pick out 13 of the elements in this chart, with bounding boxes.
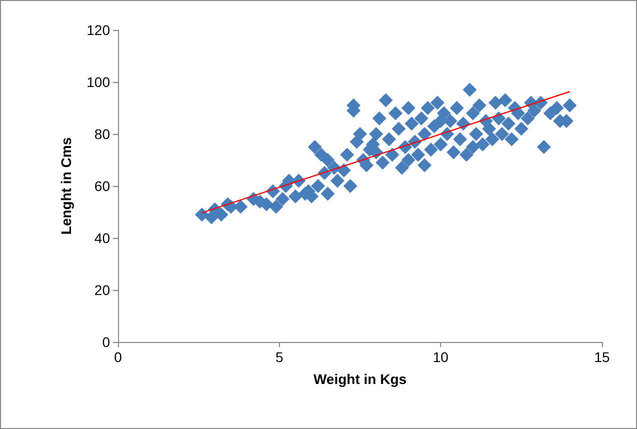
y-tick-label: 40 bbox=[94, 230, 110, 246]
x-tick-label: 5 bbox=[275, 349, 284, 365]
y-tick-label: 120 bbox=[86, 22, 110, 38]
x-tick-label: 15 bbox=[594, 349, 610, 365]
y-tick-label: 100 bbox=[86, 74, 110, 90]
x-axis-title: Weight in Kgs bbox=[313, 371, 407, 387]
y-tick-label: 60 bbox=[94, 178, 110, 194]
y-axis-title: Lenght in Cms bbox=[58, 137, 74, 235]
y-tick-label: 20 bbox=[94, 282, 110, 298]
y-tick-label: 80 bbox=[94, 126, 110, 142]
x-tick-label: 0 bbox=[114, 349, 122, 365]
y-tick-label: 0 bbox=[102, 334, 110, 350]
x-tick-label: 10 bbox=[432, 349, 449, 365]
